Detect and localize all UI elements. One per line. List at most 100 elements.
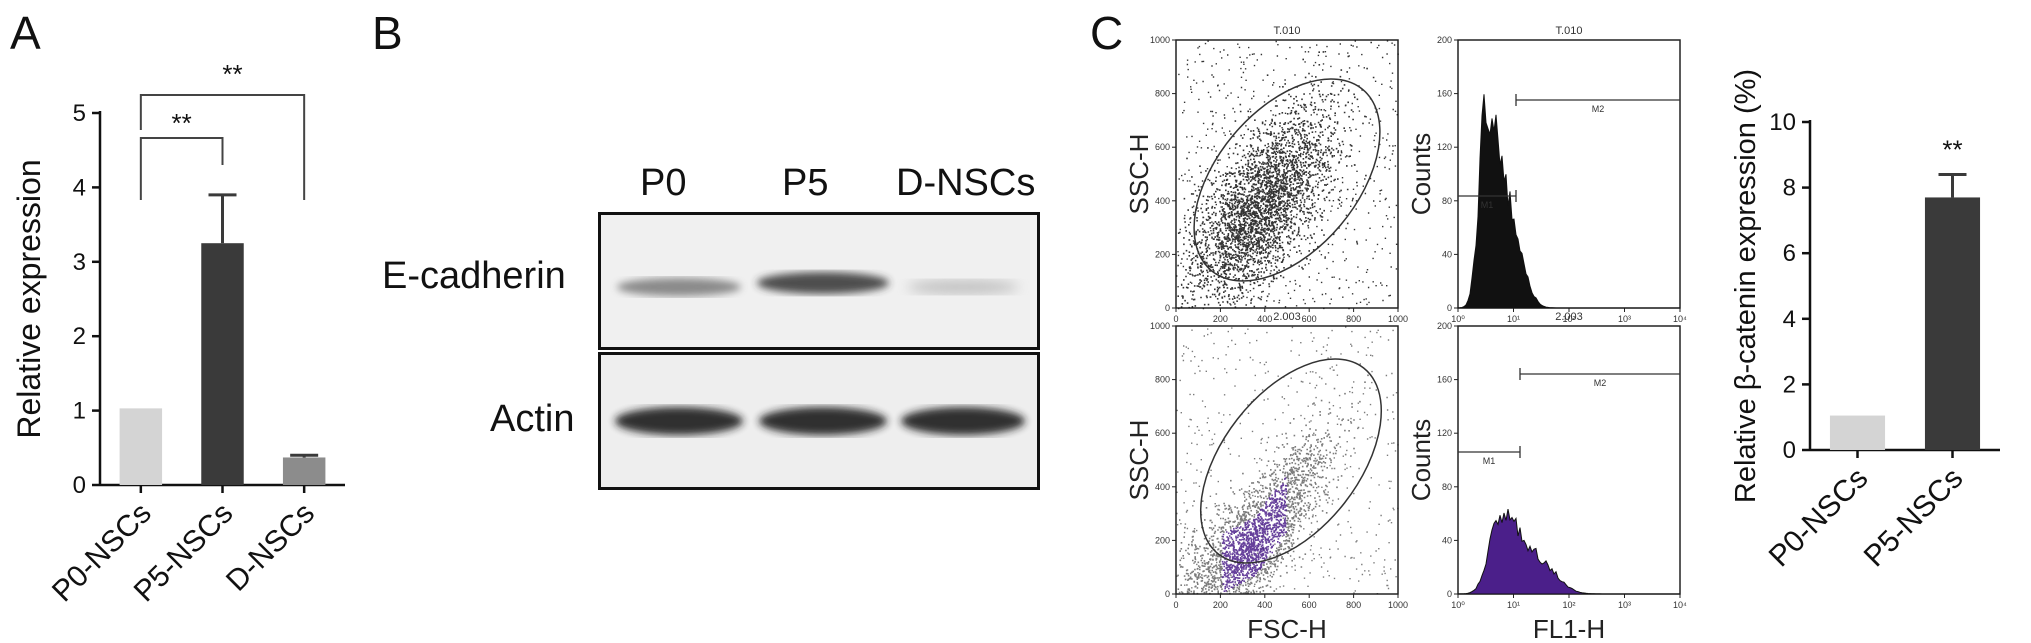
x-tick-label: 1000 bbox=[1388, 600, 1408, 610]
y-tick-label: 160 bbox=[1437, 89, 1452, 99]
sig-bracket-p0-dnscs bbox=[139, 94, 306, 200]
x-tick-label: 10⁴ bbox=[1673, 314, 1687, 324]
y-tick-label: 800 bbox=[1155, 89, 1170, 99]
y-tick-label: 0 bbox=[1165, 589, 1170, 599]
y-tick-label: 40 bbox=[1442, 535, 1452, 545]
scatter-points bbox=[1176, 40, 1399, 310]
flow-plot-tr: T.010 0 40 80 120 160 200 10⁰ 10¹ 10² 10³ 10⁴ Counts… bbox=[1406, 25, 1687, 324]
bar-p5-nscs bbox=[1924, 197, 1981, 450]
y-axis-label: SSC-H bbox=[1124, 420, 1154, 501]
band-actin-dnscs bbox=[901, 407, 1025, 435]
x-tick-label: 10² bbox=[1562, 600, 1575, 610]
y-tick-label: 0 bbox=[1447, 303, 1452, 313]
y-tick-label: 40 bbox=[1442, 249, 1452, 259]
y-tick-label: 0 bbox=[1165, 303, 1170, 313]
x-axis-label: FL1-H bbox=[1533, 614, 1605, 643]
x-tick-label: 10² bbox=[1562, 314, 1575, 324]
x-tick-label: 10¹ bbox=[1507, 600, 1520, 610]
sig-bracket-p0-p5 bbox=[139, 137, 224, 200]
x-tick-label: 10³ bbox=[1618, 600, 1631, 610]
y-tick-label: 80 bbox=[1442, 196, 1452, 206]
lane-label-p0: P0 bbox=[640, 162, 687, 204]
x-axis-label: FSC-H bbox=[1247, 614, 1326, 643]
plot-frame bbox=[1175, 325, 1399, 595]
gate-m1-label: M1 bbox=[1481, 200, 1494, 210]
actin-blot-strip bbox=[598, 352, 1040, 490]
gate-m2-label: M2 bbox=[1592, 104, 1605, 114]
x-tick-label: D-NSCs bbox=[220, 497, 321, 598]
y-tick-label: 200 bbox=[1155, 249, 1170, 259]
panel-letter-a: A bbox=[10, 7, 41, 59]
y-tick-label: 1 bbox=[73, 398, 86, 425]
y-tick-label: 4 bbox=[1783, 306, 1796, 333]
panel-letter-b: B bbox=[372, 7, 403, 59]
x-tick-label: 10⁰ bbox=[1451, 314, 1465, 324]
x-tick-label: 0 bbox=[1173, 600, 1178, 610]
gate-ellipse bbox=[1193, 78, 1381, 282]
y-tick-label: 400 bbox=[1155, 482, 1170, 492]
scatter-points bbox=[1176, 326, 1399, 595]
x-tick-label: P0-NSCs bbox=[1763, 462, 1875, 574]
x-tick-label: 10⁴ bbox=[1673, 600, 1687, 610]
flow-plot-tl: T.010 0 200 400 600 800 1000 0 200 400 600 800 1000 S… bbox=[1124, 25, 1408, 324]
row-label-actin: Actin bbox=[490, 398, 575, 440]
x-tick-label: P5-NSCs bbox=[1858, 462, 1970, 574]
histogram bbox=[1457, 509, 1680, 595]
sig-label-p0-p5: ** bbox=[172, 108, 192, 138]
y-tick-label: 2 bbox=[1783, 371, 1796, 398]
y-tick-label: 600 bbox=[1155, 142, 1170, 152]
panel-letter-c: C bbox=[1090, 7, 1124, 59]
x-tick-label: 10⁰ bbox=[1451, 600, 1465, 610]
y-tick-label: 80 bbox=[1442, 482, 1452, 492]
y-tick-label: 1000 bbox=[1150, 35, 1170, 45]
histogram bbox=[1457, 94, 1680, 309]
x-tick-label: 600 bbox=[1302, 600, 1317, 610]
bar-p5-nscs bbox=[201, 243, 244, 485]
y-tick-label: 600 bbox=[1155, 428, 1170, 438]
band-ecadherin-p0 bbox=[617, 278, 741, 296]
y-tick-label: 8 bbox=[1783, 175, 1796, 202]
scatter-points-gated bbox=[1221, 477, 1288, 592]
sig-label: ** bbox=[1942, 134, 1962, 164]
x-tick-label: 800 bbox=[1346, 600, 1361, 610]
plot-title: T.010 bbox=[1556, 25, 1583, 37]
sig-label-p0-dnscs: ** bbox=[222, 59, 242, 89]
y-tick-label: 3 bbox=[73, 249, 86, 276]
gate-ellipse bbox=[1199, 358, 1383, 564]
gate-m1-label: M1 bbox=[1483, 456, 1496, 466]
y-axis-label: Relative expression bbox=[11, 159, 47, 438]
gate-m2-label: M2 bbox=[1594, 378, 1607, 388]
y-axis-label: Counts bbox=[1406, 419, 1436, 501]
lane-label-dnscs: D-NSCs bbox=[896, 162, 1036, 204]
panel-c-chart: 0 2 4 6 8 10 Relative β-catenin expression (%)… bbox=[1730, 69, 2000, 573]
bar-p0-nscs bbox=[119, 408, 163, 485]
x-tick-label: 400 bbox=[1257, 314, 1272, 324]
x-tick-label: 200 bbox=[1213, 314, 1228, 324]
y-tick-label: 200 bbox=[1437, 321, 1452, 331]
y-tick-label: 5 bbox=[73, 100, 86, 127]
row-label-ecadherin: E-cadherin bbox=[382, 255, 566, 297]
panel-c-plot: 0 2 4 6 8 10 Relative β-catenin expression (%)… bbox=[1730, 69, 2000, 573]
band-ecadherin-dnscs bbox=[907, 280, 1019, 294]
bar-p0-nscs bbox=[1829, 415, 1886, 450]
x-tick-label: 10³ bbox=[1618, 314, 1631, 324]
x-tick-label: 400 bbox=[1257, 600, 1272, 610]
y-tick-label: 120 bbox=[1437, 142, 1452, 152]
y-tick-label: 160 bbox=[1437, 375, 1452, 385]
band-actin-p5 bbox=[759, 407, 887, 435]
lane-label-p5: P5 bbox=[782, 162, 829, 204]
x-tick-label: 1000 bbox=[1388, 314, 1408, 324]
y-axis-label: Counts bbox=[1406, 133, 1436, 215]
ecadherin-blot-strip bbox=[598, 212, 1040, 350]
x-tick-label: 800 bbox=[1346, 314, 1361, 324]
y-tick-label: 1000 bbox=[1150, 321, 1170, 331]
y-tick-label: 200 bbox=[1155, 535, 1170, 545]
plot-title: T.010 bbox=[1274, 25, 1301, 37]
y-tick-label: 4 bbox=[73, 174, 86, 201]
y-tick-label: 120 bbox=[1437, 428, 1452, 438]
x-tick-label: 0 bbox=[1173, 314, 1178, 324]
